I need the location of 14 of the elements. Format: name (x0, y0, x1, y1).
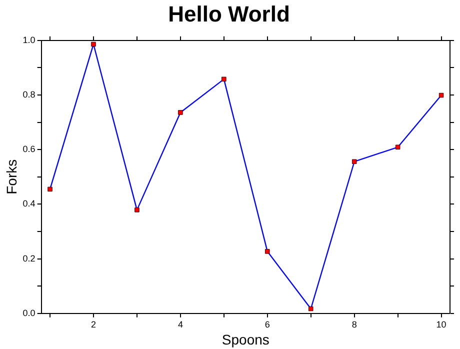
y-tick-label: 0.6 (22, 144, 36, 154)
x-tick-label: 2 (90, 319, 96, 330)
y-tick-label: 1.0 (22, 34, 36, 45)
y-tick-label: 0.8 (22, 89, 36, 100)
y-tick-label: 0.0 (22, 308, 36, 318)
y-tick-label: 0.2 (22, 253, 36, 264)
x-tick-label: 4 (178, 319, 183, 330)
y-tick-label: 0.4 (22, 198, 36, 209)
x-tick-label: 10 (436, 319, 446, 330)
chart-title: Hello World (168, 1, 290, 26)
x-tick-label: 8 (352, 319, 357, 330)
x-tick-label: 6 (264, 319, 270, 330)
y-axis-title: Forks (3, 159, 20, 194)
x-axis-title: Spoons (222, 331, 270, 348)
